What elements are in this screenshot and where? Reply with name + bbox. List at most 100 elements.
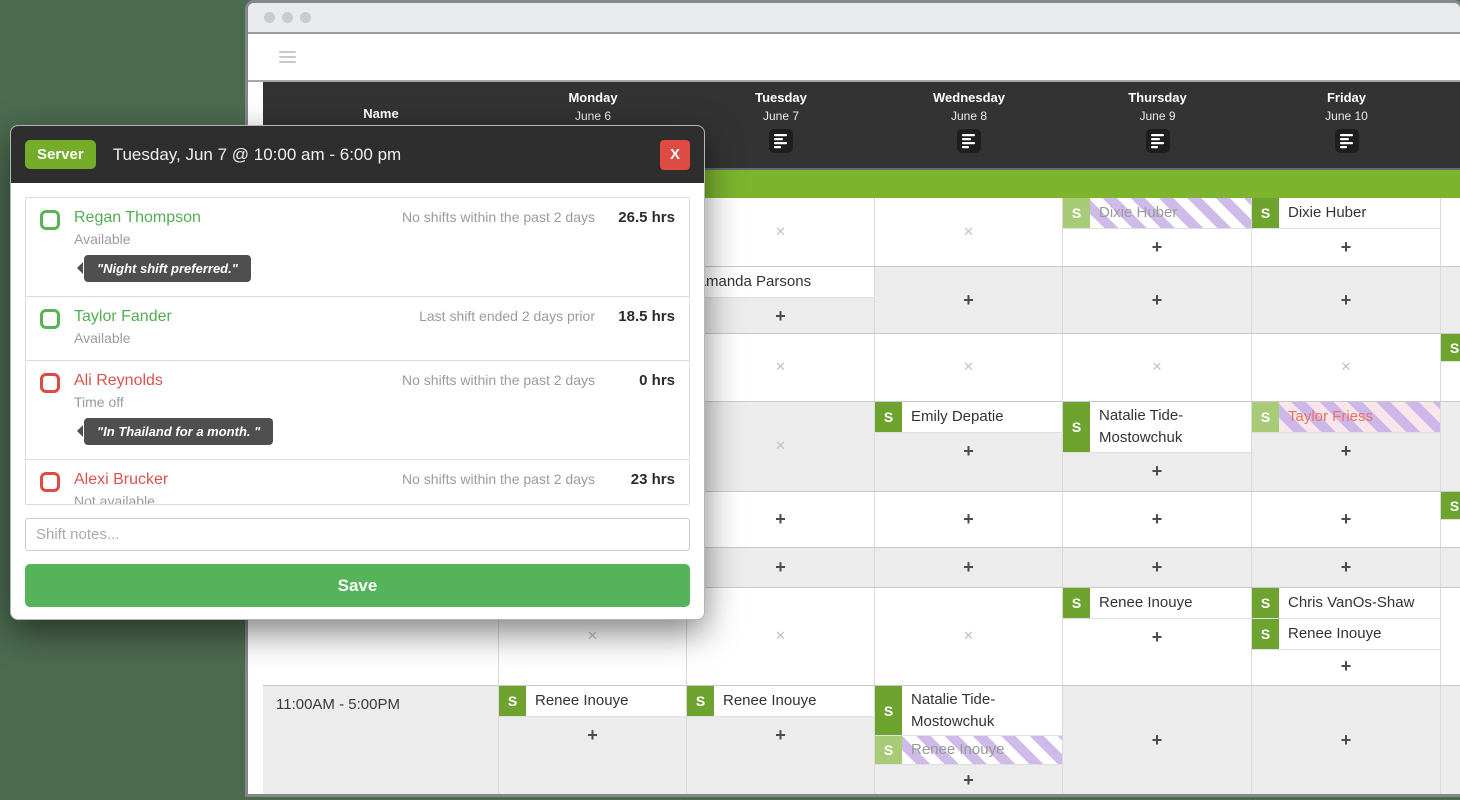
shift-chip[interactable]: S Chris VanOs-Shaw: [1252, 588, 1440, 619]
employee-checkbox[interactable]: [40, 472, 60, 492]
shift-time-label: 11:00AM - 5:00PM: [276, 696, 400, 713]
add-shift-button[interactable]: +: [1340, 655, 1352, 676]
shift-cell-unavailable[interactable]: ✕: [1252, 334, 1441, 401]
employee-name[interactable]: Regan Thompson: [74, 209, 201, 226]
shift-chip[interactable]: S Taylor Friess: [1252, 402, 1440, 433]
shift-chip[interactable]: S Dixie Huber: [1063, 198, 1251, 229]
shift-cell: Amanda Parsons +: [687, 267, 875, 333]
shift-cell-unavailable[interactable]: ✕: [875, 588, 1063, 685]
menu-icon[interactable]: [279, 51, 296, 63]
employee-hours: 23 hrs: [630, 471, 675, 488]
add-shift-button[interactable]: +: [1151, 626, 1163, 647]
shift-chip[interactable]: S Renee Inouye: [875, 736, 1062, 765]
employee-row: Alexi Brucker No shifts within the past …: [26, 460, 689, 505]
employee-name[interactable]: Alexi Brucker: [74, 471, 169, 488]
shift-chip[interactable]: S Natalie Tide-Mostowchuk: [1063, 402, 1251, 453]
employee-hours: 0 hrs: [639, 372, 675, 389]
modal-header: Server Tuesday, Jun 7 @ 10:00 am - 6:00 …: [11, 126, 704, 183]
shift-cell: [1441, 686, 1460, 794]
add-shift-button[interactable]: +: [1063, 548, 1252, 587]
day-notes-icon[interactable]: [1145, 129, 1170, 153]
shift-notes-input[interactable]: [25, 518, 690, 551]
shift-chip[interactable]: S Natalie Tide-Mostowchuk: [875, 686, 1062, 737]
employee-shift-info: No shifts within the past 2 days: [402, 471, 595, 487]
shift-chip[interactable]: S Renee Inouye: [1252, 619, 1440, 650]
shift-badge: S: [1063, 402, 1090, 452]
employee-name[interactable]: Taylor Fander: [74, 308, 172, 325]
employee-status: Not available: [74, 493, 155, 505]
employee-checkbox[interactable]: [40, 373, 60, 393]
day-header-wednesday: Wednesday June 8: [875, 82, 1063, 168]
close-button[interactable]: X: [660, 139, 690, 170]
employee-checkbox[interactable]: [40, 309, 60, 329]
shift-cell-unavailable[interactable]: ✕: [687, 198, 875, 266]
shift-chip[interactable]: Amanda Parsons: [687, 267, 874, 298]
add-shift-button[interactable]: +: [875, 548, 1063, 587]
day-notes-icon[interactable]: [1334, 129, 1359, 153]
add-shift-button[interactable]: +: [1252, 548, 1441, 587]
add-shift-button[interactable]: +: [1063, 686, 1252, 794]
day-notes-icon[interactable]: [769, 129, 793, 153]
add-shift-button[interactable]: +: [775, 305, 786, 326]
shift-cell-unavailable[interactable]: ✕: [499, 588, 687, 685]
shift-chip[interactable]: S Emily Depatie: [875, 402, 1062, 433]
shift-cell-unavailable[interactable]: ✕: [1063, 334, 1252, 401]
shift-badge: S: [1441, 492, 1460, 519]
shift-chip[interactable]: S Dixie Huber: [1252, 198, 1440, 229]
add-shift-button[interactable]: +: [1252, 492, 1441, 547]
add-shift-button[interactable]: +: [875, 267, 1063, 333]
add-shift-button[interactable]: +: [1151, 236, 1163, 257]
shift-cell: S Natalie Tide-Mostowchuk +: [1063, 402, 1252, 491]
employee-row: Regan Thompson No shifts within the past…: [26, 198, 689, 297]
employee-hours: 18.5 hrs: [618, 308, 675, 325]
employee-shift-info: No shifts within the past 2 days: [402, 209, 595, 225]
shift-cell: S Dixie Huber +: [1252, 198, 1441, 266]
shift-chip[interactable]: S: [1441, 334, 1460, 362]
shift-badge: S: [499, 686, 526, 716]
window-dot-icon[interactable]: [282, 12, 293, 23]
shift-cell-unavailable[interactable]: ✕: [875, 198, 1063, 266]
shift-cell: S Natalie Tide-Mostowchuk S Renee Inouye +: [875, 686, 1063, 794]
shift-chip[interactable]: S Renee Inouye: [1063, 588, 1251, 619]
shift-cell-unavailable[interactable]: ✕: [687, 402, 875, 491]
day-header-thursday: Thursday June 9: [1063, 82, 1252, 168]
add-shift-button[interactable]: +: [963, 769, 974, 790]
add-shift-button[interactable]: +: [1252, 267, 1441, 333]
add-shift-button[interactable]: +: [1063, 492, 1252, 547]
shift-cell: [1441, 267, 1460, 333]
shift-cell-unavailable[interactable]: ✕: [687, 588, 875, 685]
employee-status: Available: [74, 330, 131, 346]
window-dot-icon[interactable]: [300, 12, 311, 23]
app-toolbar: [248, 34, 1460, 82]
day-notes-icon[interactable]: [957, 129, 981, 153]
shift-cell: S Renee Inouye +: [1063, 588, 1252, 685]
shift-cell: [1441, 198, 1460, 266]
shift-cell: S Renee Inouye +: [687, 686, 875, 794]
add-shift-button[interactable]: +: [587, 724, 598, 745]
employee-name[interactable]: Ali Reynolds: [74, 372, 163, 389]
shift-cell: [263, 588, 499, 685]
employee-shift-info: Last shift ended 2 days prior: [419, 308, 595, 324]
shift-chip[interactable]: S: [1441, 492, 1460, 520]
shift-badge: S: [875, 736, 902, 764]
add-shift-button[interactable]: +: [963, 440, 974, 461]
shift-chip[interactable]: S Renee Inouye: [499, 686, 686, 717]
add-shift-button[interactable]: +: [1252, 686, 1441, 794]
add-shift-button[interactable]: +: [1063, 267, 1252, 333]
window-dot-icon[interactable]: [264, 12, 275, 23]
add-shift-button[interactable]: +: [875, 492, 1063, 547]
add-shift-button[interactable]: +: [687, 492, 875, 547]
add-shift-button[interactable]: +: [1151, 460, 1163, 481]
employee-checkbox[interactable]: [40, 210, 60, 230]
save-button[interactable]: Save: [25, 564, 690, 607]
shift-cell-unavailable[interactable]: ✕: [687, 334, 875, 401]
add-shift-button[interactable]: +: [775, 724, 786, 745]
shift-cell-unavailable[interactable]: ✕: [875, 334, 1063, 401]
add-shift-button[interactable]: +: [1340, 440, 1352, 461]
shift-cell: [1441, 548, 1460, 587]
shift-chip[interactable]: S Renee Inouye: [687, 686, 874, 717]
shift-cell: S Emily Depatie +: [875, 402, 1063, 491]
shift-cell: S Dixie Huber +: [1063, 198, 1252, 266]
add-shift-button[interactable]: +: [1340, 236, 1352, 257]
add-shift-button[interactable]: +: [687, 548, 875, 587]
